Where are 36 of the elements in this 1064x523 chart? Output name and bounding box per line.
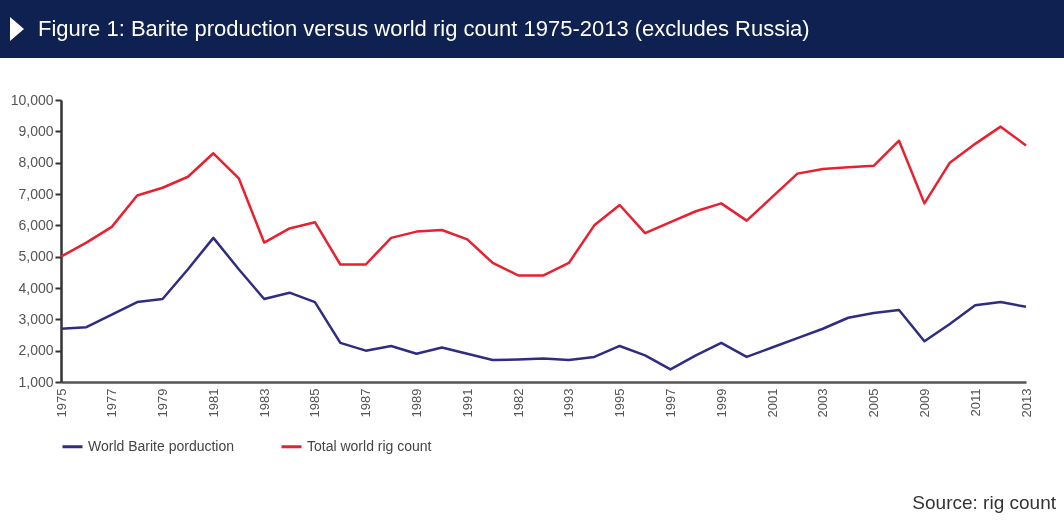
x-tick-label: 1991 (459, 388, 475, 418)
x-tick-label: 2009 (916, 388, 932, 418)
y-tick-label: 10,000 (10, 91, 54, 108)
x-tick-label: 1989 (409, 388, 425, 418)
x-tick-label: 2011 (967, 388, 983, 417)
y-tick-label: 2,000 (18, 342, 54, 359)
x-tick-label: 1981 (205, 388, 221, 418)
y-tick-label: 7,000 (18, 185, 54, 202)
x-tick-label: 1979 (155, 388, 171, 418)
x-tick-label: 1977 (104, 388, 120, 418)
y-tick-label: 8,000 (18, 154, 54, 171)
x-tick-label: 1997 (662, 388, 678, 418)
line-series (59, 125, 1028, 277)
y-tick-label: 6,000 (18, 216, 54, 233)
x-tick-label: 1995 (612, 388, 628, 418)
y-tick-label: 1,000 (18, 373, 54, 390)
y-tick-label: 3,000 (18, 310, 54, 327)
x-tick-label: 1985 (307, 388, 323, 418)
x-tick-label: 2003 (815, 388, 831, 418)
x-tick-label: 1993 (561, 388, 577, 418)
legend-label: Total world rig count (307, 437, 432, 454)
y-tick-label: 4,000 (18, 279, 54, 296)
y-tick-label: 9,000 (18, 122, 54, 139)
x-tick-label: 2013 (1018, 388, 1034, 418)
x-tick-label: 2005 (866, 388, 882, 418)
chart-title: Figure 1: Barite production versus world rig count 1975-2013 (excludes Russia) (38, 16, 810, 41)
x-tick-label: 1982 (510, 388, 526, 418)
x-tick-label: 1987 (358, 388, 374, 418)
line-series (59, 236, 1028, 371)
x-tick-label: 1975 (53, 388, 69, 418)
x-tick-label: 1983 (256, 388, 272, 418)
source-note: Source: rig count (912, 492, 1056, 514)
legend-label: World Barite porduction (88, 437, 235, 454)
x-tick-label: 1999 (713, 388, 729, 418)
x-tick-label: 2001 (764, 388, 780, 418)
y-tick-label: 5,000 (18, 248, 54, 265)
